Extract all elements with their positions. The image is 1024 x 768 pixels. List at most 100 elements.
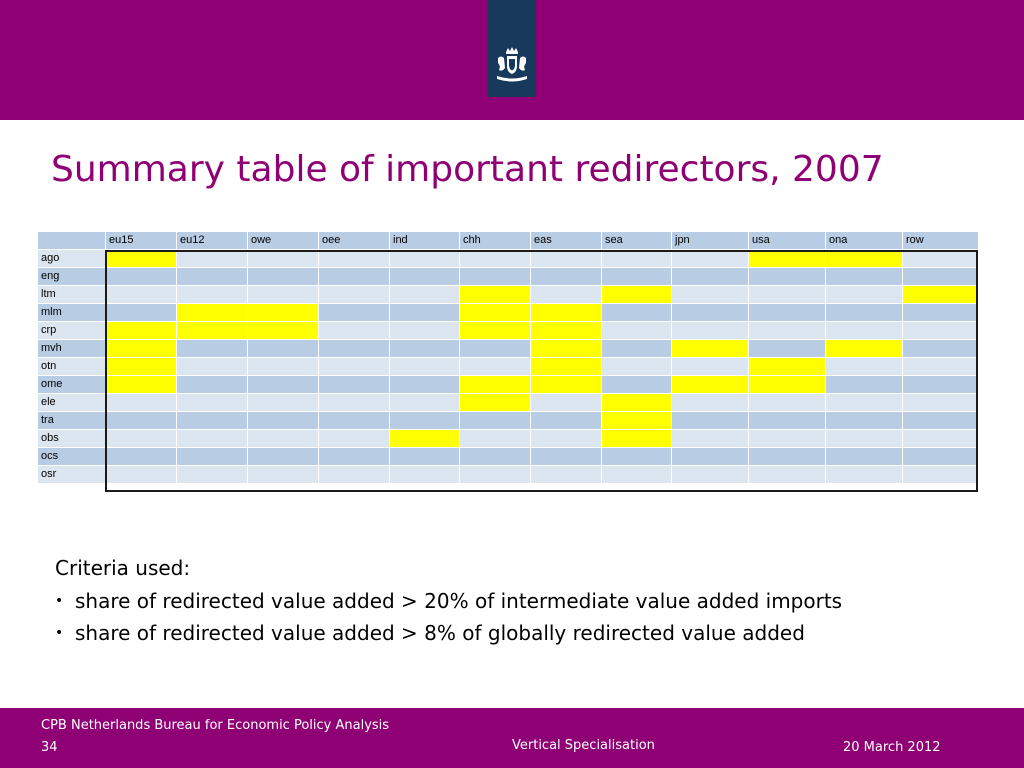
table-cell [748, 285, 826, 304]
table-cell [902, 249, 979, 268]
table-cell [389, 321, 460, 340]
table-cell [825, 303, 903, 322]
highlighted-cell [671, 339, 749, 358]
highlighted-cell [176, 321, 248, 340]
table-row: otn [37, 357, 979, 376]
criteria-item: • share of redirected value added > 20% … [55, 585, 1005, 617]
highlighted-cell [105, 249, 177, 268]
highlighted-cell [902, 285, 979, 304]
highlighted-cell [601, 429, 672, 448]
table-cell [105, 267, 177, 286]
table-cell [530, 249, 602, 268]
table-cell [176, 339, 248, 358]
column-header-jpn: jpn [671, 231, 749, 250]
bullet-icon: • [55, 625, 64, 641]
highlighted-cell [176, 303, 248, 322]
table-row: ome [37, 375, 979, 394]
table-corner-cell [37, 231, 106, 250]
table-cell [318, 303, 390, 322]
table-cell [671, 465, 749, 484]
table-cell [247, 249, 319, 268]
table-cell [318, 357, 390, 376]
table-cell [902, 375, 979, 394]
highlighted-cell [247, 321, 319, 340]
table-cell [176, 465, 248, 484]
table-cell [601, 357, 672, 376]
footer-page-number: 34 [41, 740, 58, 755]
table-body: ago eng ltm mlm crp mvh otn ome ele tra obs ocs osr [37, 249, 979, 484]
column-header-row: row [902, 231, 979, 250]
footer-date: 20 March 2012 [843, 740, 941, 755]
table-cell [247, 267, 319, 286]
table-row: eng [37, 267, 979, 286]
table-cell [389, 357, 460, 376]
table-cell [459, 339, 531, 358]
table-cell [748, 447, 826, 466]
table-cell [748, 465, 826, 484]
criteria-item-text: share of redirected value added > 8% of … [75, 621, 805, 645]
table-cell [902, 393, 979, 412]
table-cell [176, 285, 248, 304]
table-row: ele [37, 393, 979, 412]
table-cell [671, 321, 749, 340]
table-cell [105, 411, 177, 430]
table-cell [601, 249, 672, 268]
table-cell [389, 375, 460, 394]
table-cell [825, 465, 903, 484]
table-cell [318, 339, 390, 358]
table-cell [601, 447, 672, 466]
table-cell [671, 267, 749, 286]
table-cell [601, 375, 672, 394]
table-row: mlm [37, 303, 979, 322]
table-cell [459, 357, 531, 376]
table-cell [105, 429, 177, 448]
table-cell [671, 285, 749, 304]
highlighted-cell [530, 303, 602, 322]
table-cell [318, 429, 390, 448]
table-cell [459, 465, 531, 484]
highlighted-cell [601, 393, 672, 412]
row-label-obs: obs [37, 429, 106, 448]
criteria-list: • share of redirected value added > 20% … [55, 585, 1005, 649]
column-header-chh: chh [459, 231, 531, 250]
table-cell [389, 447, 460, 466]
emblem-box [488, 0, 536, 97]
table-cell [902, 303, 979, 322]
table-cell [247, 375, 319, 394]
table-cell [825, 411, 903, 430]
table-cell [318, 285, 390, 304]
highlighted-cell [748, 249, 826, 268]
footer-band: CPB Netherlands Bureau for Economic Poli… [0, 708, 1024, 768]
table-cell [530, 285, 602, 304]
highlighted-cell [105, 339, 177, 358]
criteria-item-text: share of redirected value added > 20% of… [75, 589, 843, 613]
highlighted-cell [601, 411, 672, 430]
table-cell [601, 465, 672, 484]
table-cell [530, 429, 602, 448]
highlighted-cell [459, 285, 531, 304]
table-cell [459, 429, 531, 448]
table-cell [318, 411, 390, 430]
table-cell [902, 321, 979, 340]
table-cell [247, 393, 319, 412]
table-cell [105, 303, 177, 322]
table-cell [601, 267, 672, 286]
table-cell [748, 267, 826, 286]
table-cell [389, 303, 460, 322]
column-header-eas: eas [530, 231, 602, 250]
table-cell [671, 303, 749, 322]
row-label-ago: ago [37, 249, 106, 268]
table-cell [825, 267, 903, 286]
table-cell [176, 357, 248, 376]
row-label-osr: osr [37, 465, 106, 484]
table-cell [389, 249, 460, 268]
table-cell [459, 447, 531, 466]
column-header-eu15: eu15 [105, 231, 177, 250]
table-cell [105, 447, 177, 466]
highlighted-cell [748, 375, 826, 394]
table-cell [176, 393, 248, 412]
table-cell [825, 429, 903, 448]
column-header-sea: sea [601, 231, 672, 250]
table-cell [318, 321, 390, 340]
highlighted-cell [530, 321, 602, 340]
